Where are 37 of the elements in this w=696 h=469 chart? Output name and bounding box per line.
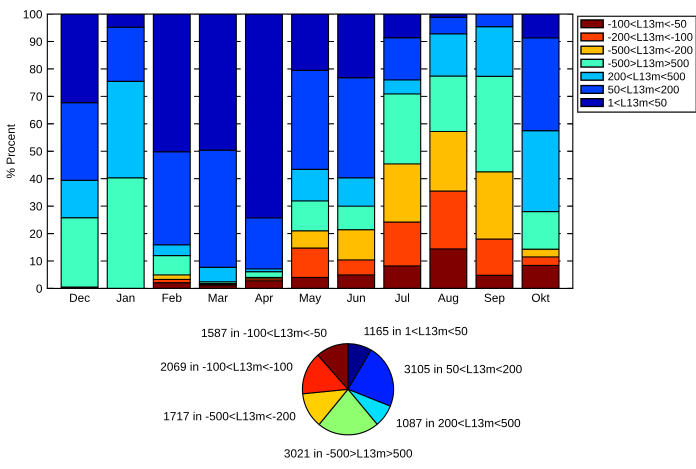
y-tick-label: 20 <box>30 230 42 238</box>
y-axis-title: % Procent <box>6 124 15 178</box>
x-tick-label: Mar <box>208 294 228 302</box>
slice-label: 2069 in -100<L13m<-100 <box>160 362 292 371</box>
y-tick-label: 0 <box>36 284 42 293</box>
y-tick-label: 80 <box>30 64 42 74</box>
x-tick-label: Jan <box>116 294 134 302</box>
x-tick-label: Feb <box>162 293 182 302</box>
x-tick-label: Sep <box>484 294 504 304</box>
slice-label: 3105 in 50<L13m<200 <box>404 364 522 374</box>
legend-label: -500<L13m<-200 <box>608 46 692 54</box>
legend-label: 200<L13m<500 <box>608 72 686 80</box>
legend-label: 1<L13m<50 <box>608 98 667 107</box>
slice-label: 1587 in -100<L13m<-50 <box>202 328 327 338</box>
y-tick-label: 40 <box>30 174 42 184</box>
y-tick-label: 30 <box>30 202 42 211</box>
x-tick-label: Okt <box>532 293 550 302</box>
y-tick-label: 100 <box>24 10 42 18</box>
x-tick-label: Jul <box>394 293 410 302</box>
legend-label: -500>L13m>500 <box>608 59 689 68</box>
legend-label: -200<L13m<-100 <box>608 33 692 41</box>
slice-label: 1165 in 1<L13m<50 <box>364 326 468 336</box>
y-tick-label: 60 <box>30 120 42 128</box>
x-tick-label: Aug <box>438 294 458 304</box>
y-tick-label: 90 <box>30 38 42 46</box>
slice-label: 1087 in 200<L13m<500 <box>396 418 520 428</box>
y-tick-label: 70 <box>30 92 42 101</box>
x-tick-label: May <box>300 294 322 304</box>
x-tick-label: Dec <box>70 294 90 302</box>
x-tick-label: Apr <box>254 294 273 304</box>
y-tick-label: 50 <box>30 147 42 156</box>
legend-label: 50<L13m<200 <box>608 86 679 94</box>
legend-label: -100<L13m<-50 <box>608 20 686 28</box>
y-tick-label: 10 <box>30 257 42 266</box>
x-tick-label: Jun <box>346 294 365 302</box>
slice-label: 3021 in -500>L13m>500 <box>284 448 412 458</box>
slice-label: 1717 in -500<L13m<-200 <box>164 412 296 420</box>
